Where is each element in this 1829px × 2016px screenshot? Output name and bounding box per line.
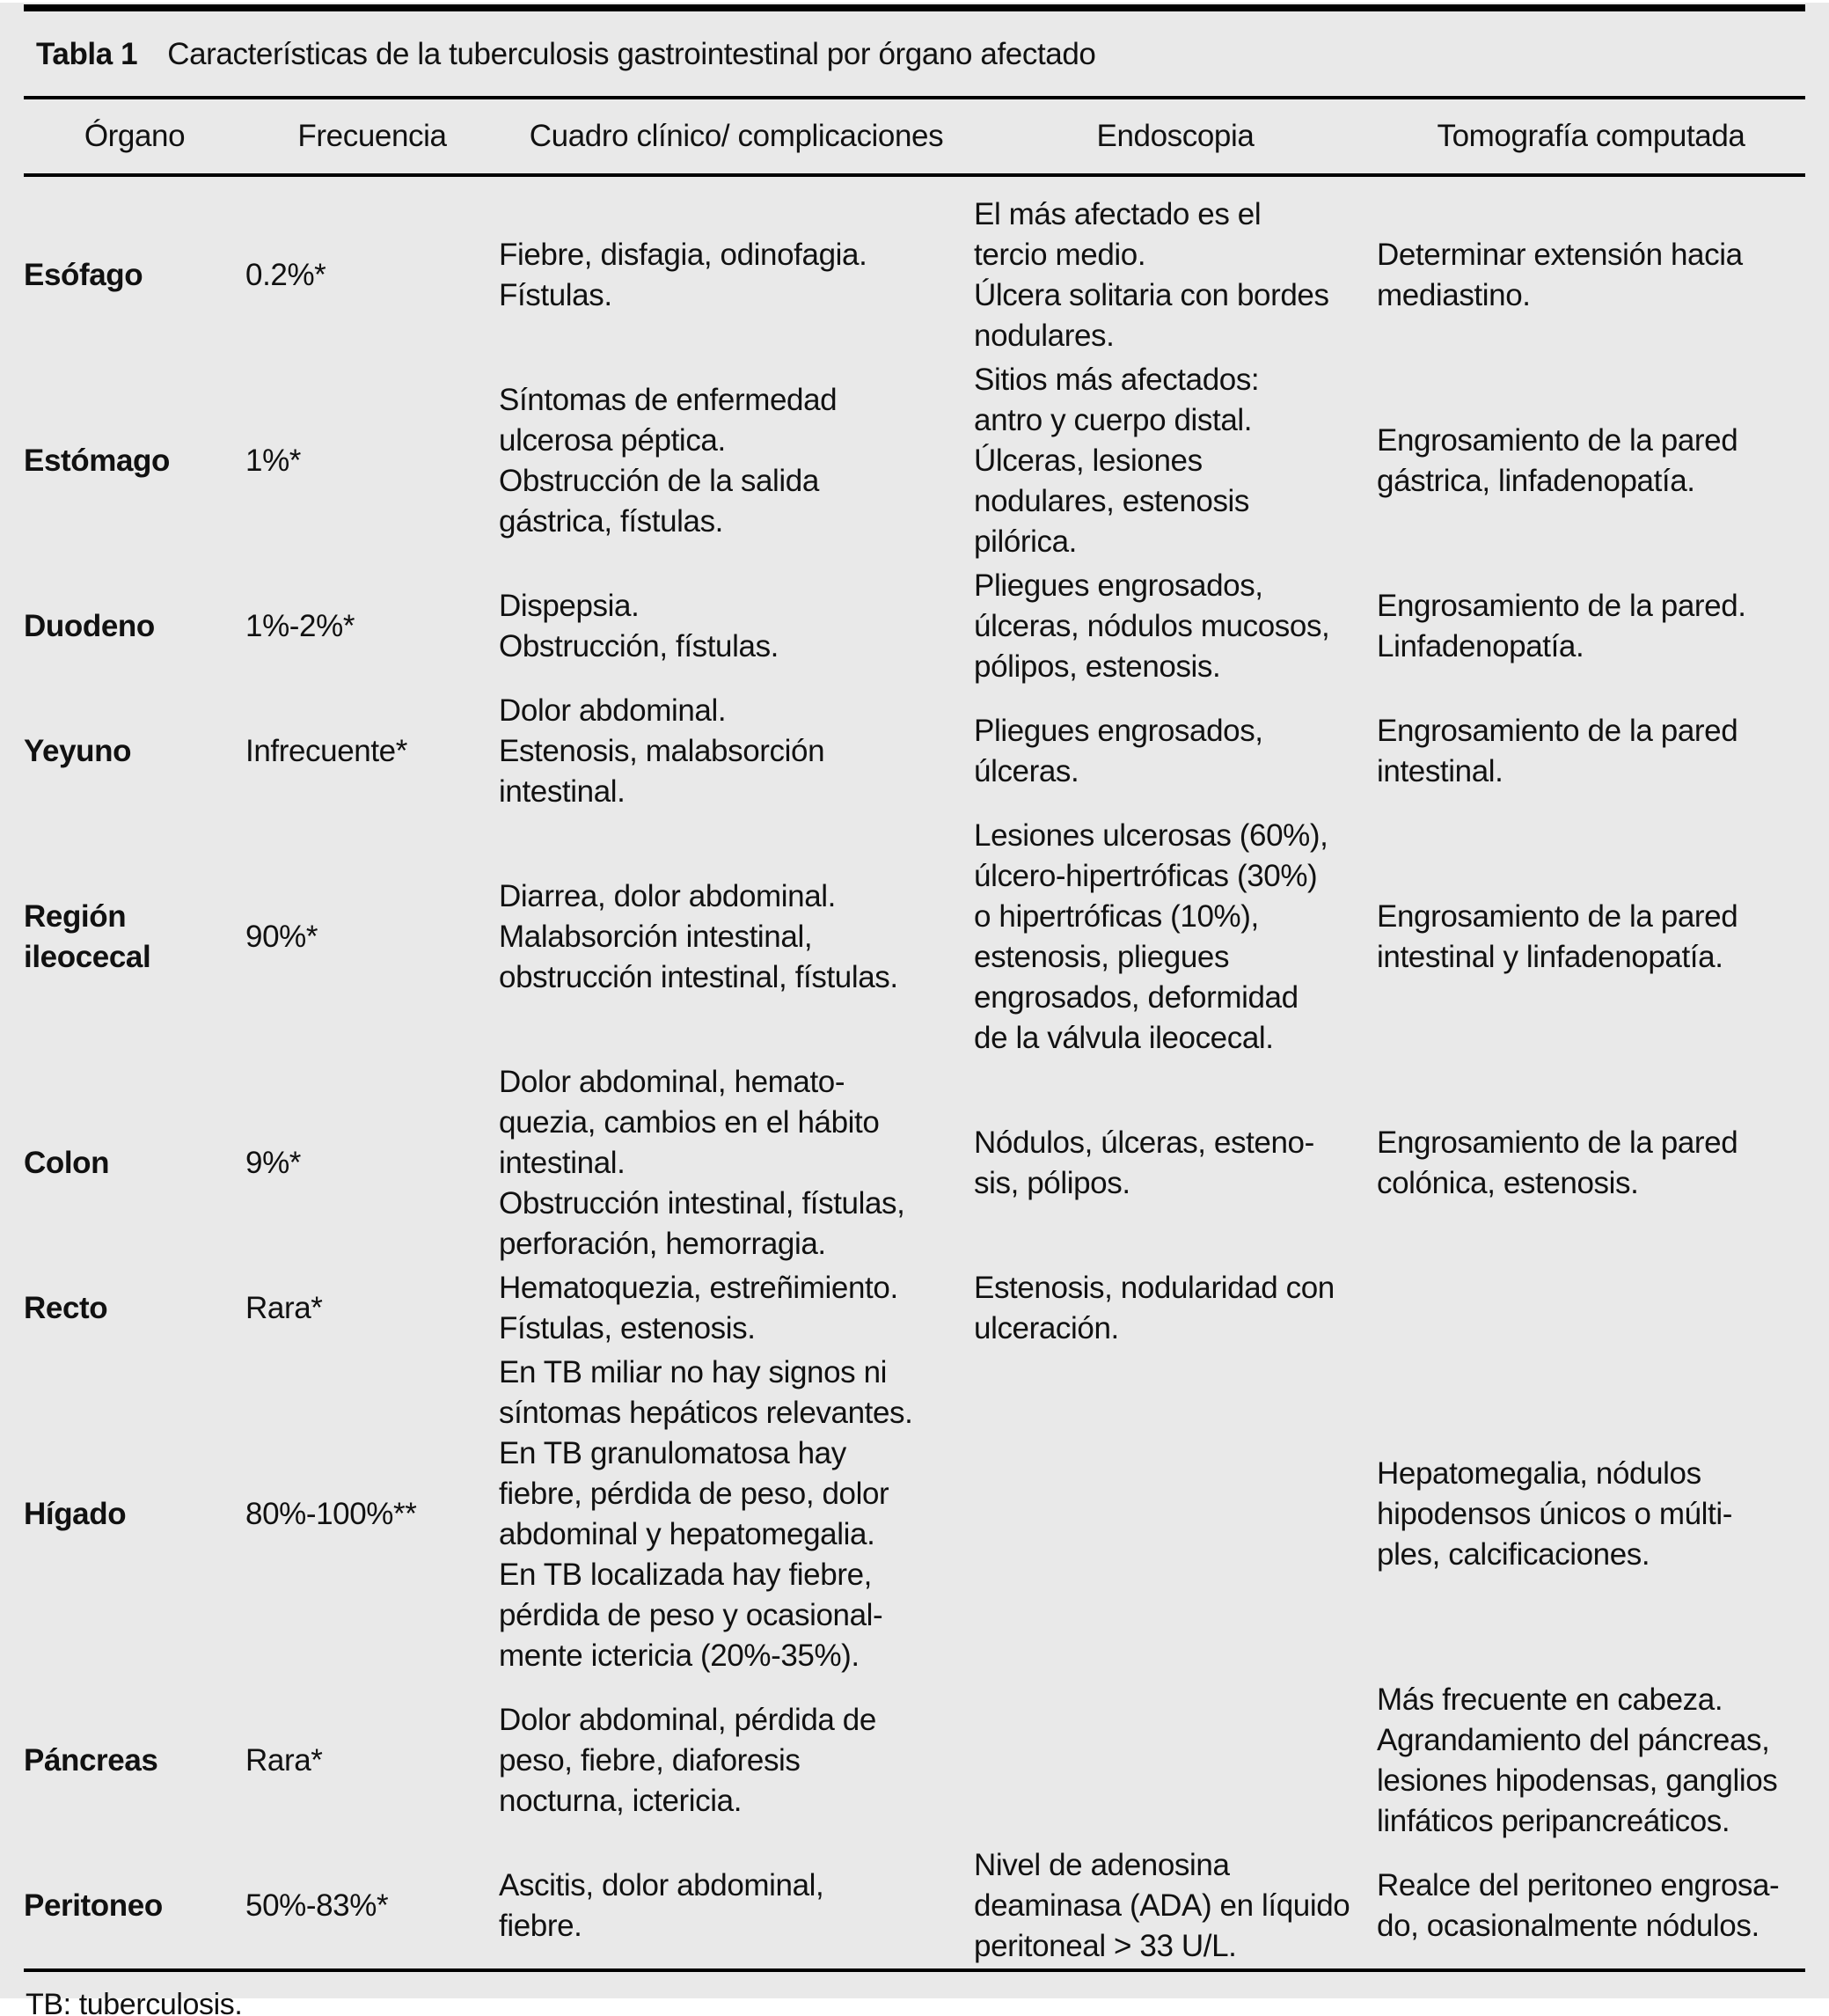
cell-tomografia: Engrosamiento de la pared colónica, este…: [1377, 1125, 1738, 1200]
cell-endoscopia: Lesiones ulcerosas (60%), úlcero-hipertr…: [974, 818, 1328, 1055]
cell-cuadro-clinico: Diarrea, dolor abdominal. Malabsorción i…: [499, 879, 898, 994]
column-header-cuadro-clinico: Cuadro clínico/ complicaciones: [499, 99, 974, 177]
table-row: Recto Rara* Hematoquezia, estreñimiento.…: [24, 1266, 1805, 1351]
header-row: Órgano Frecuencia Cuadro clínico/ compli…: [24, 99, 1805, 177]
cell-tomografia: Engrosamiento de la pared intestinal y l…: [1377, 899, 1738, 974]
cell-cuadro-clinico: Dolor abdominal, hemato- quezia, cambios…: [499, 1065, 905, 1261]
column-header-endoscopia: Endoscopia: [974, 99, 1377, 177]
cell-frecuencia: 0.2%*: [245, 258, 326, 292]
cell-organo: Región ileocecal: [24, 899, 151, 974]
footnote-abbreviation: TB: tuberculosis.: [26, 1988, 243, 2016]
table-row: Estómago 1%* Síntomas de enfermedad ulce…: [24, 358, 1805, 564]
cell-cuadro-clinico: Hematoquezia, estreñimiento. Fístulas, e…: [499, 1271, 898, 1345]
cell-tomografia: Engrosamiento de la pared. Linfadenopatí…: [1377, 589, 1746, 663]
cell-organo: Páncreas: [24, 1743, 158, 1778]
table-row: Esófago 0.2%* Fiebre, disfagia, odinofag…: [24, 175, 1805, 358]
cell-organo: Peritoneo: [24, 1888, 163, 1923]
table-footnotes: TB: tuberculosis. *Porcentaje de los cas…: [24, 1972, 1805, 2016]
cell-tomografia: Más frecuente en cabeza. Agrandamiento d…: [1377, 1682, 1778, 1838]
cell-tomografia: Realce del peritoneo engrosa- do, ocasio…: [1377, 1868, 1780, 1943]
cell-tomografia: [1377, 1266, 1805, 1351]
cell-frecuencia: 90%*: [245, 920, 318, 954]
cell-endoscopia: Nódulos, úlceras, esteno- sis, pólipos.: [974, 1125, 1314, 1200]
cell-tomografia: Engrosamiento de la pared gástrica, linf…: [1377, 423, 1738, 498]
cell-frecuencia: 80%-100%**: [245, 1497, 417, 1531]
table-caption: Tabla 1 Características de la tuberculosi…: [24, 11, 1805, 96]
cell-organo: Yeyuno: [24, 734, 132, 768]
cell-cuadro-clinico: Ascitis, dolor abdominal, fiebre.: [499, 1868, 824, 1943]
cell-cuadro-clinico: Síntomas de enfermedad ulcerosa péptica.…: [499, 383, 838, 539]
table-card: Tabla 1 Características de la tuberculosi…: [0, 3, 1829, 2016]
table-row: Duodeno 1%-2%* Dispepsia. Obstrucción, f…: [24, 564, 1805, 689]
footnotes-divider-rule: [24, 1968, 1805, 1972]
table-row: Región ileocecal 90%* Diarrea, dolor abd…: [24, 814, 1805, 1060]
cell-tomografia: Hepatomegalia, nódulos hipodensos únicos…: [1377, 1456, 1732, 1572]
cell-organo: Estómago: [24, 444, 170, 478]
cell-organo: Colon: [24, 1146, 110, 1180]
cell-endoscopia: Pliegues engrosados, úlceras, nódulos mu…: [974, 568, 1330, 684]
cell-frecuencia: 9%*: [245, 1146, 302, 1180]
cell-frecuencia: 50%-83%*: [245, 1888, 389, 1923]
cell-organo: Recto: [24, 1291, 108, 1325]
cell-endoscopia: Nivel de adenosina deaminasa (ADA) en lí…: [974, 1848, 1350, 1963]
column-header-frecuencia: Frecuencia: [245, 99, 499, 177]
table-row: Páncreas Rara* Dolor abdominal, pérdida …: [24, 1678, 1805, 1844]
table-caption-text: Características de la tuberculosis gastr…: [167, 37, 1096, 71]
cell-endoscopia: Estenosis, nodularidad con ulceración.: [974, 1271, 1335, 1345]
table-row: Yeyuno Infrecuente* Dolor abdominal. Est…: [24, 689, 1805, 814]
cell-tomografia: Determinar extensión hacia mediastino.: [1377, 238, 1743, 312]
data-table: Órgano Frecuencia Cuadro clínico/ compli…: [24, 99, 1805, 1968]
cell-tomografia: Engrosamiento de la pared intestinal.: [1377, 714, 1738, 788]
cell-cuadro-clinico: Dispepsia. Obstrucción, fístulas.: [499, 589, 779, 663]
cell-endoscopia: [974, 1351, 1377, 1678]
cell-frecuencia: Rara*: [245, 1743, 323, 1778]
cell-organo: Esófago: [24, 258, 143, 292]
cell-cuadro-clinico: Dolor abdominal. Estenosis, malabsorción…: [499, 693, 825, 809]
cell-cuadro-clinico: Fiebre, disfagia, odinofagia. Fístulas.: [499, 238, 867, 312]
cell-endoscopia: Sitios más afectados: antro y cuerpo dis…: [974, 363, 1260, 559]
cell-endoscopia: El más afectado es el tercio medio. Úlce…: [974, 197, 1329, 353]
cell-endoscopia: [974, 1678, 1377, 1844]
table-top-rule: [24, 4, 1805, 11]
cell-cuadro-clinico: En TB miliar no hay signos ni síntomas h…: [499, 1355, 913, 1673]
column-header-tomografia: Tomografía computada: [1377, 99, 1805, 177]
table-caption-label: Tabla 1: [36, 37, 138, 71]
cell-frecuencia: Infrecuente*: [245, 734, 407, 768]
caption-divider-rule: [24, 96, 1805, 99]
column-header-organo: Órgano: [24, 99, 245, 177]
cell-frecuencia: 1%-2%*: [245, 609, 355, 643]
cell-organo: Hígado: [24, 1497, 127, 1531]
cell-frecuencia: Rara*: [245, 1291, 323, 1325]
cell-organo: Duodeno: [24, 609, 155, 643]
table-row: Hígado 80%-100%** En TB miliar no hay si…: [24, 1351, 1805, 1678]
cell-frecuencia: 1%*: [245, 444, 302, 478]
table-row: Colon 9%* Dolor abdominal, hemato- quezi…: [24, 1060, 1805, 1266]
cell-cuadro-clinico: Dolor abdominal, pérdida de peso, fiebre…: [499, 1703, 876, 1818]
table-row: Peritoneo 50%-83%* Ascitis, dolor abdomi…: [24, 1844, 1805, 1968]
cell-endoscopia: Pliegues engrosados, úlceras.: [974, 714, 1263, 788]
